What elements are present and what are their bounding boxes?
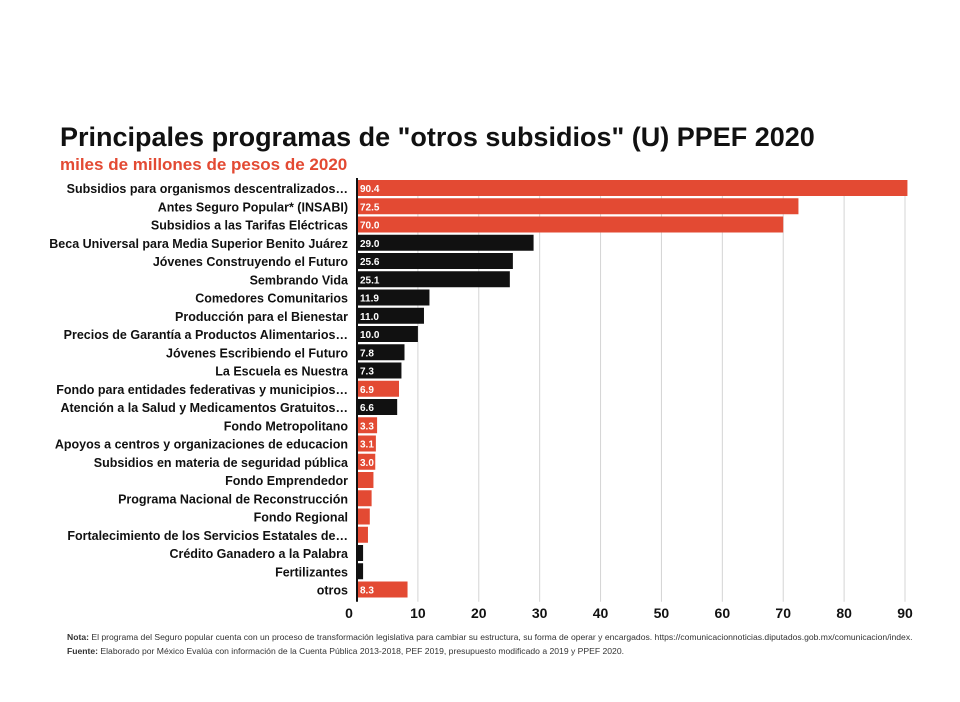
bars: 90.4 72.5 70.0 29.0 25.6 25.1 11.9 11.0 10.0 7.8 7… bbox=[357, 180, 908, 598]
data-label: 70.0 bbox=[360, 221, 380, 232]
category-label: Fertilizantes bbox=[275, 565, 348, 579]
bar bbox=[357, 198, 799, 215]
x-tick-label: 30 bbox=[532, 605, 548, 621]
category-label: Subsidios a las Tarifas Eléctricas bbox=[151, 219, 348, 233]
category-label: Antes Seguro Popular* (INSABI) bbox=[158, 200, 348, 214]
category-label: otros bbox=[317, 584, 348, 598]
data-label: 7.8 bbox=[360, 348, 374, 359]
category-label: Fondo Metropolitano bbox=[224, 419, 349, 433]
bar bbox=[357, 417, 378, 434]
bar bbox=[357, 380, 400, 397]
data-label: 3.3 bbox=[360, 421, 374, 432]
x-tick-label: 0 bbox=[345, 605, 353, 621]
data-label: 8.3 bbox=[360, 586, 374, 597]
note-text: El programa del Seguro popular cuenta co… bbox=[88, 632, 913, 642]
category-label: Fondo para entidades federativas y munic… bbox=[56, 383, 348, 397]
data-label: 6.6 bbox=[360, 403, 374, 414]
x-tick-label: 80 bbox=[836, 605, 852, 621]
bar bbox=[357, 344, 405, 361]
category-label: Comedores Comunitarios bbox=[195, 292, 348, 306]
x-tick-label: 70 bbox=[775, 605, 791, 621]
x-tick-label: 10 bbox=[410, 605, 426, 621]
bar bbox=[357, 490, 372, 507]
bar bbox=[357, 253, 513, 269]
bar bbox=[357, 234, 534, 251]
bar bbox=[357, 289, 430, 306]
bar bbox=[357, 399, 398, 415]
data-label: 3.0 bbox=[360, 458, 374, 469]
bar bbox=[357, 271, 510, 288]
chart-title: Principales programas de "otros subsidio… bbox=[60, 122, 815, 152]
bar bbox=[357, 526, 368, 543]
category-label: Atención a la Salud y Medicamentos Gratu… bbox=[60, 401, 348, 415]
note-label: Nota: bbox=[67, 632, 89, 642]
bar bbox=[357, 508, 370, 525]
data-label: 72.5 bbox=[360, 202, 380, 213]
category-label: Precios de Garantía a Productos Alimenta… bbox=[64, 328, 348, 342]
bar bbox=[357, 216, 784, 233]
bar bbox=[357, 581, 408, 598]
category-label: Subsidios para organismos descentralizad… bbox=[67, 182, 348, 196]
data-label: 3.1 bbox=[360, 440, 374, 451]
bar bbox=[357, 545, 364, 561]
data-label: 7.3 bbox=[360, 367, 374, 378]
bar bbox=[357, 307, 424, 324]
bar bbox=[357, 326, 418, 342]
category-label: Sembrando Vida bbox=[250, 273, 349, 287]
data-label: 10.0 bbox=[360, 330, 380, 341]
x-tick-label: 90 bbox=[897, 605, 913, 621]
source-text: Elaborado por México Evalúa con informac… bbox=[98, 646, 625, 656]
category-label: Producción para el Bienestar bbox=[175, 310, 348, 324]
x-axis-ticks: 0 10 20 30 40 50 60 70 80 90 bbox=[345, 178, 913, 621]
bar bbox=[357, 180, 908, 196]
source-line: Fuente: Elaborado por México Evalúa con … bbox=[67, 644, 913, 658]
category-label: La Escuela es Nuestra bbox=[215, 365, 349, 379]
bar bbox=[357, 563, 364, 580]
bar bbox=[357, 453, 376, 470]
category-label: Crédito Ganadero a la Palabra bbox=[169, 547, 349, 561]
category-label: Fondo Regional bbox=[254, 511, 348, 525]
x-tick-label: 40 bbox=[593, 605, 609, 621]
data-label: 25.1 bbox=[360, 275, 380, 286]
source-label: Fuente: bbox=[67, 646, 99, 656]
category-label: Subsidios en materia de seguridad públic… bbox=[94, 456, 349, 470]
bar bbox=[357, 472, 374, 488]
category-label: Jóvenes Construyendo el Futuro bbox=[153, 255, 349, 269]
x-tick-label: 60 bbox=[715, 605, 731, 621]
category-label: Fondo Emprendedor bbox=[225, 474, 348, 488]
x-tick-label: 20 bbox=[471, 605, 487, 621]
footnotes: Nota: El programa del Seguro popular cue… bbox=[67, 630, 913, 658]
x-tick-label: 50 bbox=[654, 605, 670, 621]
bar bbox=[357, 435, 376, 452]
data-label: 6.9 bbox=[360, 385, 374, 396]
category-label: Programa Nacional de Reconstrucción bbox=[118, 492, 348, 506]
category-label: Jóvenes Escribiendo el Futuro bbox=[166, 346, 348, 360]
data-label: 11.0 bbox=[360, 312, 379, 323]
data-label: 11.9 bbox=[360, 294, 379, 305]
category-label: Apoyos a centros y organizaciones de edu… bbox=[55, 438, 348, 452]
category-label: Beca Universal para Media Superior Benit… bbox=[49, 237, 348, 251]
bar bbox=[357, 362, 402, 379]
note-line: Nota: El programa del Seguro popular cue… bbox=[67, 630, 913, 644]
chart-subtitle: miles de millones de pesos de 2020 bbox=[60, 155, 348, 174]
data-label: 90.4 bbox=[360, 184, 380, 195]
category-labels: Subsidios para organismos descentralizad… bbox=[49, 182, 349, 598]
category-label: Fortalecimiento de los Servicios Estatal… bbox=[67, 529, 348, 543]
data-label: 29.0 bbox=[360, 239, 380, 250]
data-label: 25.6 bbox=[360, 257, 380, 268]
gridlines bbox=[417, 180, 906, 602]
